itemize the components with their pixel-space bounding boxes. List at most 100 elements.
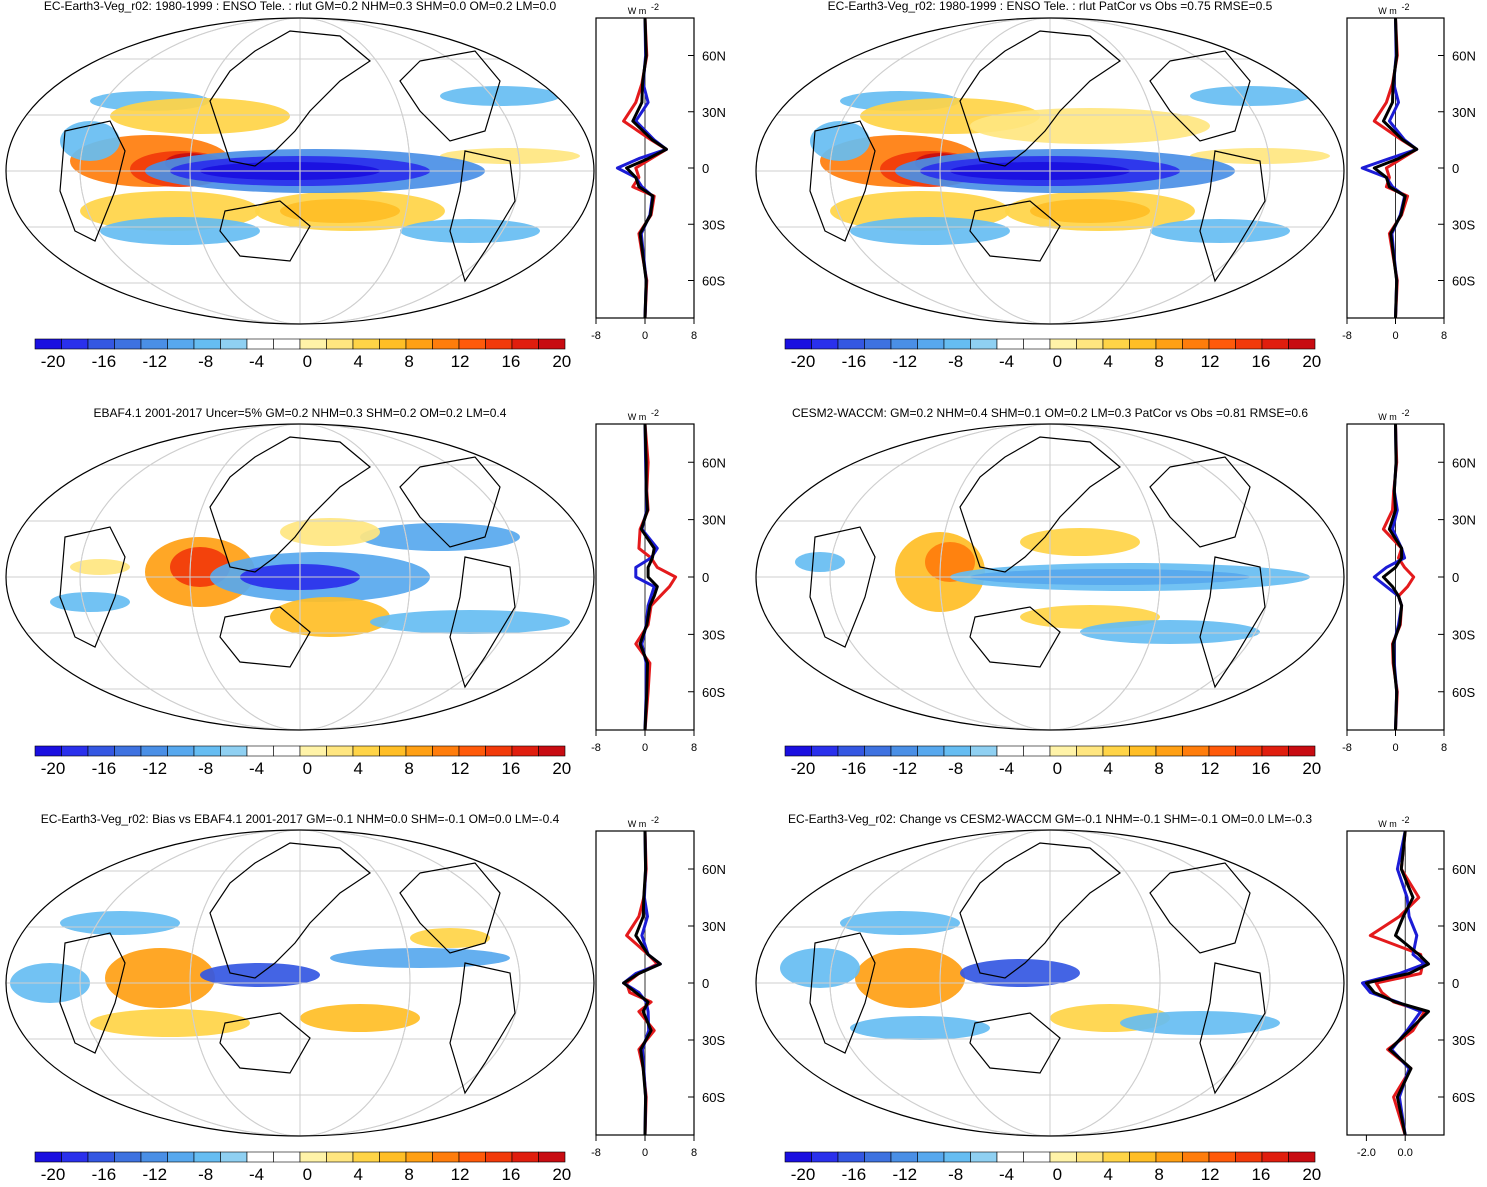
series-line-model_alt — [622, 830, 662, 1136]
colorbar-swatch — [1155, 1151, 1183, 1163]
anomaly-contour — [1030, 199, 1150, 223]
lat-label: 60N — [702, 455, 726, 470]
colorbar-label: 0 — [303, 352, 312, 371]
colorbar-label: 12 — [451, 759, 470, 778]
series-line-obs — [1360, 17, 1419, 319]
x-tick-label: -8 — [1342, 742, 1352, 754]
colorbar-swatch — [538, 338, 566, 350]
panel-title: EC-Earth3-Veg_r02: 1980-1999 : ENSO Tele… — [44, 0, 557, 13]
anomaly-contour — [270, 597, 390, 637]
anomaly-contour — [60, 121, 120, 161]
coastlines — [809, 842, 1266, 1095]
coastlines — [59, 436, 516, 689]
lat-label: 30N — [1452, 105, 1476, 120]
colorbar-swatch — [405, 1151, 433, 1163]
units-exponent: -2 — [651, 2, 659, 12]
lat-label: 60N — [1452, 455, 1476, 470]
colorbar-swatch — [1182, 745, 1210, 757]
colorbar-swatch — [511, 338, 539, 350]
zonal-mean-plot: W m -2 -2.0 0.0 60N 30N 0 30S 60S — [1346, 815, 1476, 1159]
colorbar-label: -16 — [92, 759, 117, 778]
x-tick-label: 0 — [642, 742, 648, 754]
anomaly-contour — [200, 963, 320, 987]
colorbar-label: 8 — [404, 1165, 413, 1184]
colorbar-swatch — [864, 745, 892, 757]
map-border — [5, 423, 595, 731]
colorbar-label: -12 — [892, 759, 917, 778]
colorbar-swatch — [352, 338, 380, 350]
lat-label: 0 — [702, 161, 709, 176]
colorbar-label: -4 — [249, 352, 264, 371]
colorbar-label: -12 — [142, 1165, 167, 1184]
colorbar-label: -12 — [142, 759, 167, 778]
colorbar-swatch — [246, 338, 274, 350]
panel-title: CESM2-WACCM: GM=0.2 NHM=0.4 SHM=0.1 OM=0… — [792, 406, 1308, 420]
colorbar-swatch — [432, 745, 460, 757]
anomaly-contour — [300, 1004, 420, 1032]
zonal-mean-plot: W m -2 -8 0 8 60N 30N 0 30S 60S — [591, 2, 726, 342]
panel-top-left: EC-Earth3-Veg_r02: 1980-1999 : ENSO Tele… — [5, 0, 726, 371]
graticule — [6, 18, 594, 324]
lat-label: 60N — [1452, 862, 1476, 877]
colorbar-swatch — [61, 338, 89, 350]
panel-title: EC-Earth3-Veg_r02: 1980-1999 : ENSO Tele… — [828, 0, 1273, 13]
colorbar-swatch — [1049, 338, 1077, 350]
colorbar-label: -16 — [842, 352, 867, 371]
colorbar-label: 4 — [354, 759, 363, 778]
units-label: W m — [628, 819, 647, 829]
colorbar-swatch — [943, 1151, 971, 1163]
colorbar-swatch — [167, 338, 195, 350]
graticule — [756, 424, 1344, 730]
coastlines — [59, 30, 516, 283]
zonal-mean-plot: W m -2 -8 0 8 60N 30N 0 30S 60S — [591, 815, 726, 1159]
anomaly-contour — [850, 217, 1010, 245]
colorbar-label: 8 — [1154, 352, 1163, 371]
anomaly-contour — [1080, 620, 1260, 644]
colorbar-label: 16 — [501, 759, 520, 778]
colorbar-label: -20 — [791, 1165, 816, 1184]
colorbar-swatch — [1023, 338, 1051, 350]
colorbar-swatch — [140, 338, 168, 350]
anomaly-contour — [110, 98, 290, 134]
colorbar-swatch — [352, 745, 380, 757]
colorbar-swatch — [1155, 338, 1183, 350]
map-border — [755, 423, 1345, 731]
units-exponent: -2 — [651, 815, 659, 825]
coastlines — [809, 436, 1266, 689]
colorbar-label: 12 — [451, 352, 470, 371]
lat-label: 30S — [702, 217, 725, 232]
lat-label: 30S — [1452, 627, 1475, 642]
zonal-mean-plot: W m -2 -8 0 8 60N 30N 0 30S 60S — [591, 408, 726, 754]
x-tick-label: -8 — [591, 330, 601, 342]
colorbar-swatch — [432, 1151, 460, 1163]
colorbar-swatch — [511, 1151, 539, 1163]
colorbar-label: 20 — [1302, 352, 1321, 371]
colorbar-label: -20 — [41, 759, 66, 778]
colorbar-swatch — [34, 745, 62, 757]
colorbar-swatch — [1288, 338, 1316, 350]
colorbar-swatch — [87, 1151, 115, 1163]
x-tick-label: 8 — [691, 330, 697, 342]
colorbar-swatch — [784, 338, 812, 350]
colorbar-swatch — [890, 1151, 918, 1163]
colorbar-label: 4 — [1104, 1165, 1113, 1184]
anomaly-contour — [280, 199, 400, 223]
coastlines — [809, 30, 1266, 283]
panel-bottom-right: EC-Earth3-Veg_r02: Change vs CESM2-WACCM… — [755, 812, 1476, 1184]
lat-label: 30N — [702, 513, 726, 528]
colorbar-swatch — [538, 1151, 566, 1163]
colorbar-label: -12 — [142, 352, 167, 371]
colorbar-swatch — [1102, 1151, 1130, 1163]
colorbar-label: 16 — [501, 1165, 520, 1184]
colorbar-label: -16 — [842, 759, 867, 778]
colorbar-swatch — [1208, 338, 1236, 350]
lat-label: 30S — [702, 627, 725, 642]
panel-middle-right: CESM2-WACCM: GM=0.2 NHM=0.4 SHM=0.1 OM=0… — [755, 406, 1476, 778]
anomaly-contour — [970, 108, 1210, 144]
x-tick-label: -8 — [591, 742, 601, 754]
colorbar-swatch — [864, 338, 892, 350]
colorbar-swatch — [943, 338, 971, 350]
x-tick-label: 0 — [642, 1147, 648, 1159]
colorbar-label: 8 — [1154, 759, 1163, 778]
